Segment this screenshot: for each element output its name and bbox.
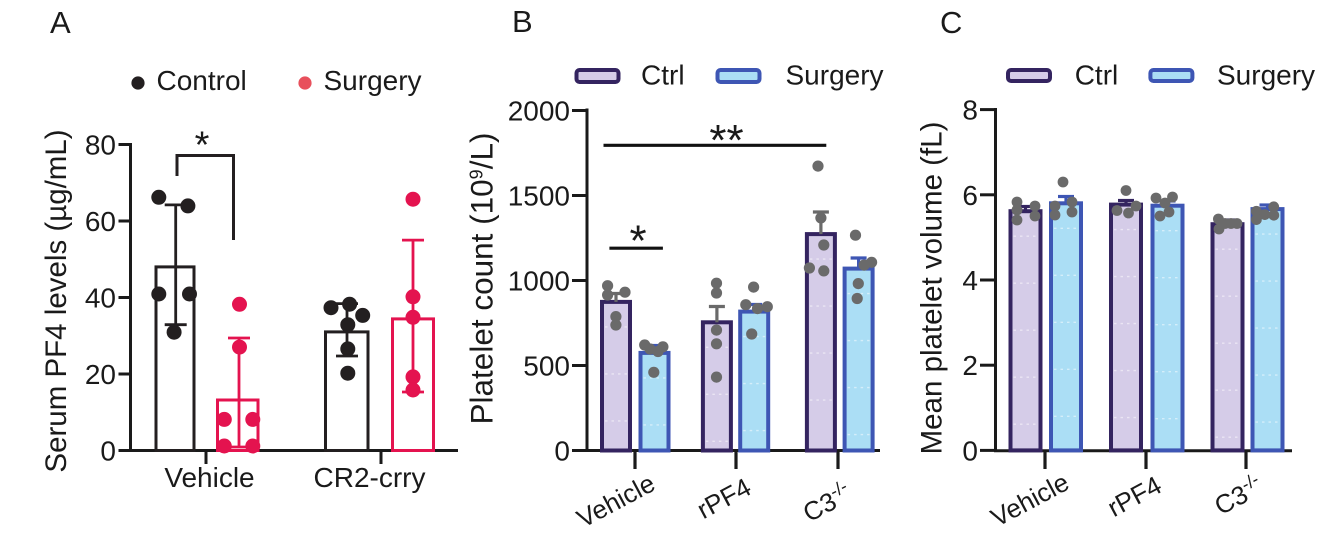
svg-text:*: *	[629, 217, 646, 266]
svg-text:4: 4	[962, 265, 978, 296]
svg-text:CR2-crry: CR2-crry	[314, 462, 426, 493]
svg-text:1000: 1000	[508, 266, 570, 297]
svg-text:6: 6	[962, 180, 978, 211]
svg-text:*: *	[195, 125, 210, 167]
svg-text:0: 0	[100, 436, 116, 467]
svg-text:2: 2	[962, 350, 978, 381]
svg-text:60: 60	[85, 206, 116, 237]
svg-text:2000: 2000	[508, 96, 570, 127]
svg-text:Platelet count (109/L): Platelet count (109/L)	[464, 133, 500, 425]
svg-text:Surgery: Surgery	[786, 60, 884, 91]
svg-text:A: A	[50, 5, 71, 40]
svg-text:80: 80	[85, 130, 116, 161]
svg-text:Ctrl: Ctrl	[641, 60, 685, 91]
svg-text:Serum PF4 levels (µg/mL): Serum PF4 levels (µg/mL)	[40, 129, 73, 472]
svg-text:Surgery: Surgery	[1217, 60, 1315, 91]
svg-text:Vehicle: Vehicle	[164, 462, 254, 493]
svg-text:Surgery: Surgery	[324, 65, 422, 96]
svg-text:20: 20	[85, 359, 116, 390]
svg-text:B: B	[512, 4, 533, 39]
svg-text:Mean platelet volume (fL): Mean platelet volume (fL)	[916, 122, 949, 455]
svg-text:Control: Control	[157, 65, 247, 96]
svg-text:0: 0	[554, 436, 570, 467]
svg-text:8: 8	[962, 95, 978, 126]
svg-text:Ctrl: Ctrl	[1075, 60, 1119, 91]
svg-text:C: C	[940, 5, 962, 40]
svg-text:40: 40	[85, 283, 116, 314]
svg-text:500: 500	[523, 351, 570, 382]
svg-text:**: **	[709, 116, 743, 165]
svg-text:0: 0	[962, 435, 978, 466]
svg-text:1500: 1500	[508, 181, 570, 212]
